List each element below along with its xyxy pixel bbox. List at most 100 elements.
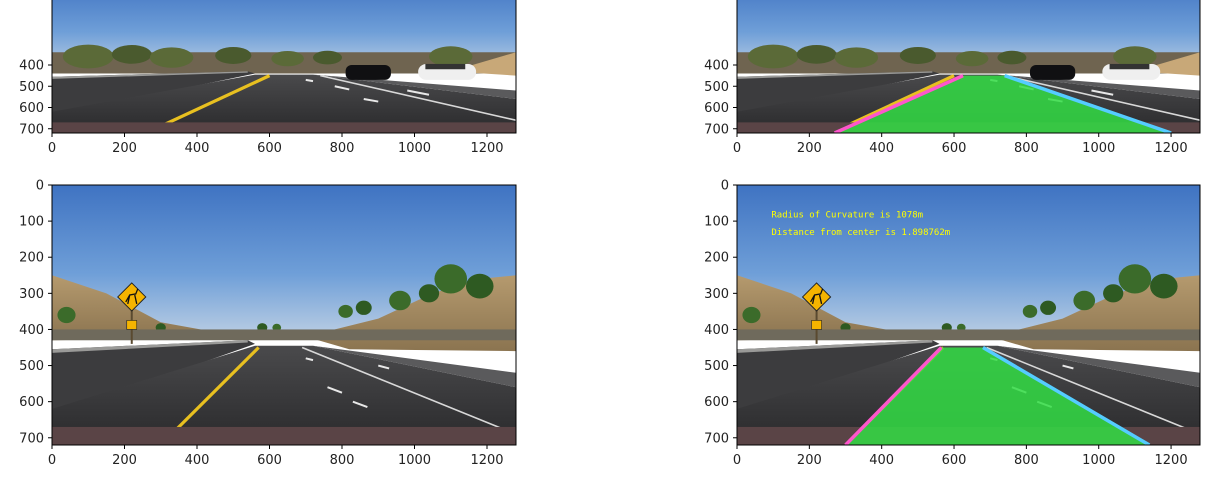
x-tick-label: 600: [942, 141, 967, 156]
tree: [418, 284, 440, 303]
tree: [997, 50, 1027, 65]
center-offset-readout: Distance from center is 1.898762m: [771, 228, 950, 238]
white-lane-dash: [363, 98, 379, 103]
tree: [355, 300, 372, 315]
panel-bottom-right: Radius of Curvature is 1078m Distance fro…: [704, 179, 1201, 468]
x-tick-label: 1000: [1082, 453, 1115, 468]
x-tick-label: 400: [869, 141, 894, 156]
y-tick-label: 500: [19, 80, 44, 95]
axes-frame: [51, 184, 517, 446]
barrier-top-edge: [737, 340, 933, 353]
y-tick-label: 300: [704, 287, 729, 302]
y-tick-label: 600: [704, 101, 729, 116]
x-tick-label: 600: [942, 453, 967, 468]
x-tick-label: 1200: [1155, 141, 1188, 156]
white-lane-dash: [327, 386, 343, 394]
car-white-window: [1109, 63, 1150, 70]
tree: [271, 50, 304, 67]
tree: [834, 47, 879, 68]
deer-crossing-sign: [801, 282, 832, 312]
x-tick-label: 0: [48, 453, 56, 468]
tree: [215, 46, 252, 64]
y-tick-label: 400: [19, 59, 44, 74]
foreground-strip: [52, 122, 516, 133]
tree: [1150, 273, 1178, 299]
x-tick-label: 800: [1014, 141, 1039, 156]
horizon: [52, 329, 516, 341]
sign-plate: [126, 320, 138, 330]
x-tick-label: 800: [330, 141, 355, 156]
tree: [465, 273, 494, 299]
road-shoulder: [313, 74, 516, 99]
right-edge-line: [320, 74, 516, 122]
sign-plate: [811, 320, 822, 330]
tree: [149, 47, 194, 68]
x-tick-label: 1000: [398, 141, 431, 156]
panel-top-left: 0 200 400 600 800 1000 1200 400 500 600 700: [19, 0, 517, 156]
tree: [62, 44, 114, 69]
tree: [899, 46, 936, 64]
tree: [1073, 290, 1096, 311]
y-tick-label: 500: [704, 80, 729, 95]
x-tick-label: 1200: [1155, 453, 1188, 468]
y-tick-label: 700: [19, 122, 44, 137]
tree: [1113, 46, 1157, 67]
x-tick-label: 400: [869, 453, 894, 468]
tree: [1118, 264, 1152, 294]
yellow-lane-line: [154, 74, 271, 131]
car-dark: [345, 65, 391, 80]
x-tick-label: 200: [797, 453, 822, 468]
x-tick-label: 0: [733, 453, 741, 468]
tree: [434, 264, 468, 294]
road-surface: [52, 74, 516, 129]
barrier-top-edge: [737, 71, 933, 79]
y-tick-label: 400: [704, 323, 729, 338]
tree: [111, 45, 152, 64]
road-shoulder: [997, 74, 1200, 99]
foreground-strip: [52, 426, 516, 445]
right-edge-line: [301, 346, 516, 435]
y-tick-label: 0: [721, 179, 729, 194]
y-tick-label: 400: [704, 59, 729, 74]
tree: [747, 44, 799, 69]
white-lane-dash: [377, 364, 390, 370]
x-tick-label: 1200: [470, 141, 503, 156]
deer-icon: [810, 288, 824, 305]
deer-icon: [125, 288, 139, 305]
y-tick-label: 700: [19, 431, 44, 446]
tree: [313, 50, 342, 65]
white-lane-dash: [305, 357, 314, 362]
yellow-lane-line: [166, 346, 260, 439]
y-tick-label: 100: [704, 215, 729, 230]
x-tick-label: 400: [185, 453, 210, 468]
car-dark: [1029, 65, 1076, 80]
tree: [1022, 304, 1038, 318]
tree: [742, 306, 761, 324]
curvature-readout: Radius of Curvature is 1078m: [771, 211, 923, 221]
x-tick-label: 400: [185, 141, 210, 156]
lane-fill-overlay: [845, 347, 1150, 445]
tree: [429, 46, 473, 67]
tree: [389, 290, 411, 311]
panel-bottom-left: 0 200 400 600 800 1000 1200 0 100 200 300 400 500 600…: [19, 179, 517, 468]
y-tick-label: 400: [19, 323, 44, 338]
horizon: [737, 329, 1200, 341]
x-tick-label: 0: [48, 141, 56, 156]
tree: [57, 306, 76, 324]
left-lane-boundary: [833, 74, 964, 133]
y-tick-label: 0: [36, 179, 44, 194]
road-image: [737, 0, 1200, 133]
white-lane-dash: [1062, 364, 1074, 370]
white-lane-dash: [352, 400, 368, 409]
right-edge-line: [986, 346, 1200, 435]
road-image: [52, 185, 516, 445]
white-lane-dash: [1091, 89, 1114, 96]
tree: [796, 45, 837, 64]
x-tick-label: 600: [257, 453, 282, 468]
road-image: [52, 0, 516, 133]
y-tick-label: 600: [19, 395, 44, 410]
white-lane-dash: [407, 89, 430, 96]
right-edge-line: [1004, 74, 1200, 122]
x-tick-label: 600: [257, 141, 282, 156]
